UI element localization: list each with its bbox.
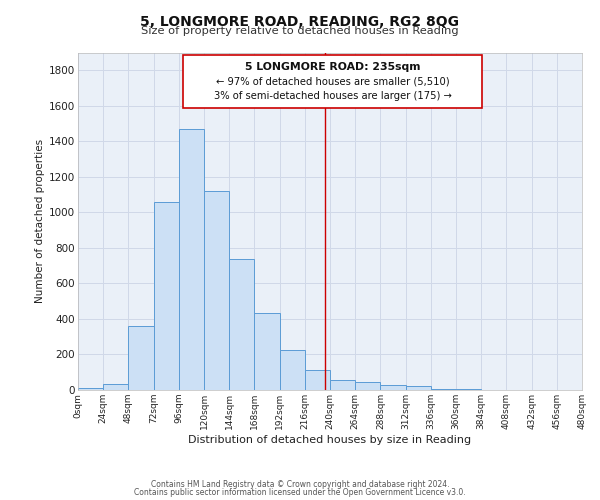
Bar bbox=[78, 388, 103, 390]
Bar bbox=[355, 382, 380, 390]
Y-axis label: Number of detached properties: Number of detached properties bbox=[35, 139, 45, 304]
Bar bbox=[229, 258, 254, 390]
Bar bbox=[204, 191, 229, 390]
Bar bbox=[406, 386, 431, 390]
Text: 3% of semi-detached houses are larger (175) →: 3% of semi-detached houses are larger (1… bbox=[214, 92, 452, 102]
Text: 5, LONGMORE ROAD, READING, RG2 8QG: 5, LONGMORE ROAD, READING, RG2 8QG bbox=[140, 15, 460, 29]
Bar bbox=[456, 389, 481, 390]
Bar bbox=[280, 350, 305, 390]
Bar bbox=[103, 384, 128, 390]
Text: Contains HM Land Registry data © Crown copyright and database right 2024.: Contains HM Land Registry data © Crown c… bbox=[151, 480, 449, 489]
Text: Contains public sector information licensed under the Open Government Licence v3: Contains public sector information licen… bbox=[134, 488, 466, 497]
Bar bbox=[380, 384, 406, 390]
Bar bbox=[154, 202, 179, 390]
Bar bbox=[305, 370, 330, 390]
Bar bbox=[431, 389, 456, 390]
Bar bbox=[254, 312, 280, 390]
Bar bbox=[183, 55, 482, 108]
Text: ← 97% of detached houses are smaller (5,510): ← 97% of detached houses are smaller (5,… bbox=[216, 77, 449, 87]
X-axis label: Distribution of detached houses by size in Reading: Distribution of detached houses by size … bbox=[188, 434, 472, 444]
Text: Size of property relative to detached houses in Reading: Size of property relative to detached ho… bbox=[141, 26, 459, 36]
Bar bbox=[330, 380, 355, 390]
Text: 5 LONGMORE ROAD: 235sqm: 5 LONGMORE ROAD: 235sqm bbox=[245, 62, 421, 72]
Bar bbox=[128, 326, 154, 390]
Bar bbox=[179, 129, 204, 390]
